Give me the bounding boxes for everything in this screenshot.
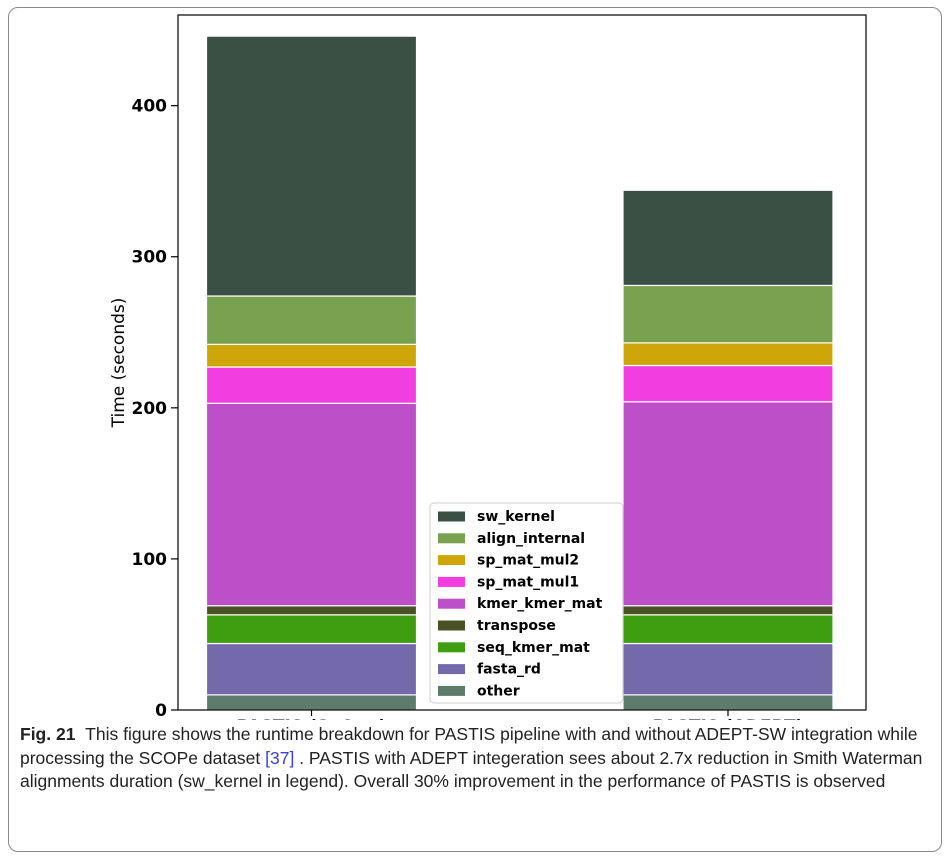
bar-segment-sw_kernel [623, 190, 833, 285]
bar-segment-other [207, 695, 417, 710]
x-tick-label: PASTIS (SeQan) [237, 717, 387, 720]
legend-label-sp_mat_mul2: sp_mat_mul2 [477, 553, 579, 569]
bar-segment-transpose [623, 606, 833, 615]
bar-segment-sw_kernel [207, 36, 417, 296]
bar-segment-seq_kmer_mat [207, 615, 417, 644]
legend-swatch-seq_kmer_mat [438, 642, 465, 652]
legend-swatch-sp_mat_mul2 [438, 555, 465, 565]
bar-segment-sp_mat_mul1 [623, 366, 833, 402]
legend-swatch-fasta_rd [438, 664, 465, 674]
bar-segment-other [623, 695, 833, 710]
caption-reference-link[interactable]: [37] [265, 748, 294, 768]
legend-label-sp_mat_mul1: sp_mat_mul1 [477, 574, 579, 590]
bar-segment-kmer_kmer_mat [623, 402, 833, 606]
x-tick-label: PASTIS (ADEPT) [653, 717, 804, 720]
y-axis-label: Time (seconds) [109, 298, 129, 429]
y-tick-label: 100 [132, 550, 168, 570]
legend-label-align_internal: align_internal [477, 531, 585, 547]
legend-label-seq_kmer_mat: seq_kmer_mat [477, 640, 590, 656]
legend-swatch-align_internal [438, 533, 465, 543]
legend-swatch-sp_mat_mul1 [438, 577, 465, 587]
bar-segment-align_internal [623, 285, 833, 342]
legend-label-transpose: transpose [477, 618, 556, 634]
caption-label: Fig. 21 [20, 724, 75, 744]
y-tick-label: 400 [132, 97, 168, 117]
bar-segment-transpose [207, 606, 417, 615]
legend-label-sw_kernel: sw_kernel [477, 509, 555, 525]
legend-label-kmer_kmer_mat: kmer_kmer_mat [477, 596, 603, 612]
bar-segment-align_internal [207, 296, 417, 344]
bar-segment-sp_mat_mul2 [623, 343, 833, 366]
y-tick-label: 300 [132, 248, 168, 268]
y-tick-label: 0 [155, 701, 167, 720]
legend-swatch-kmer_kmer_mat [438, 599, 465, 609]
legend-label-other: other [477, 683, 520, 699]
stacked-bar-chart: 0 100 200 300 400 PASTIS (SeQan) PASTIS (ADEPT… [0, 0, 951, 720]
legend-label-fasta_rd: fasta_rd [477, 662, 541, 678]
bar-segment-sp_mat_mul1 [207, 367, 417, 403]
legend-swatch-other [438, 686, 465, 696]
legend-swatch-transpose [438, 621, 465, 631]
legend-swatch-sw_kernel [438, 512, 465, 522]
figure-caption: Fig. 21 This figure shows the runtime br… [20, 723, 932, 794]
bar-segment-fasta_rd [623, 644, 833, 695]
bar-segment-kmer_kmer_mat [207, 403, 417, 605]
bar-segment-seq_kmer_mat [623, 615, 833, 644]
bar-segment-sp_mat_mul2 [207, 344, 417, 367]
bar-segment-fasta_rd [207, 644, 417, 695]
y-tick-label: 200 [132, 399, 168, 419]
